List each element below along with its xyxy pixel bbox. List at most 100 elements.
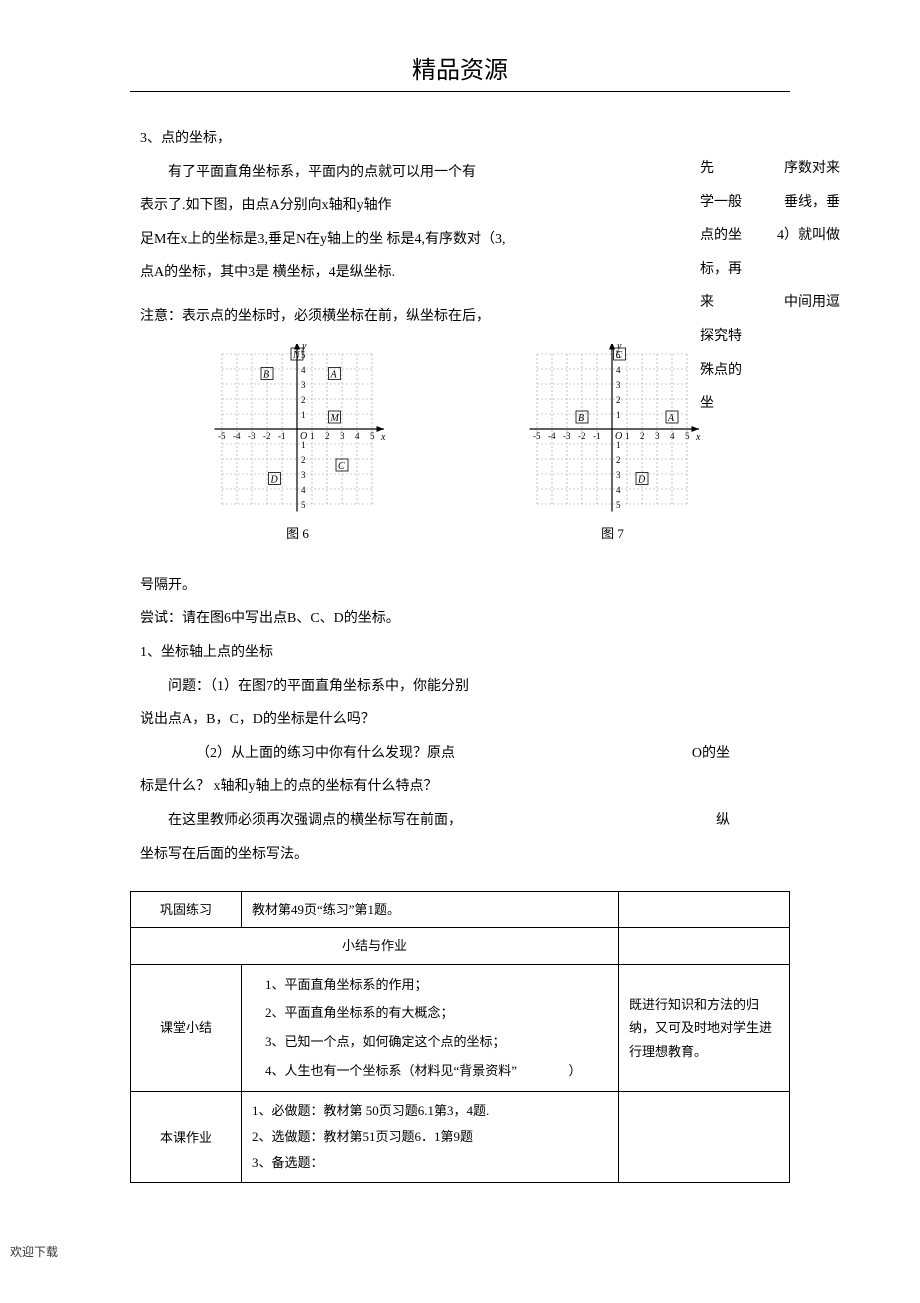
svg-text:C: C (338, 461, 345, 472)
svg-text:2: 2 (616, 455, 621, 465)
r5b: 中间用逗 (784, 286, 840, 320)
svg-text:O: O (300, 431, 307, 442)
hw-item-3: 3、备选题： (252, 1150, 608, 1176)
cell-empty2 (619, 928, 790, 964)
svg-text:x: x (380, 432, 386, 443)
figures-row: 1122334455-11-22-33-44-55OxyBNAMCD 图 6 1… (140, 344, 770, 549)
p15: 坐标写在后面的坐标写法。 (140, 838, 770, 872)
cell-summary-label: 课堂小结 (131, 964, 242, 1091)
svg-text:4: 4 (616, 485, 621, 495)
cell-hw-items: 1、必做题：教材第 50页习题6.1第3，4题. 2、选做题：教材第51页习题6… (242, 1092, 619, 1183)
fig6-svg: 1122334455-11-22-33-44-55OxyBNAMCD (205, 344, 390, 514)
r2a: 学一般 (700, 186, 742, 220)
svg-text:M: M (330, 413, 340, 424)
svg-text:D: D (637, 474, 646, 485)
svg-text:4: 4 (616, 365, 621, 375)
p12: （2）从上面的练习中你有什么发现？原点 (140, 737, 455, 771)
svg-text:x: x (695, 432, 701, 443)
svg-text:2: 2 (616, 395, 621, 405)
page-title: 精品资源 (130, 50, 790, 92)
svg-text:1: 1 (310, 431, 315, 441)
svg-text:2: 2 (640, 431, 645, 441)
p8: 尝试：请在图6中写出点B、C、D的坐标。 (140, 602, 770, 636)
svg-text:-4: -4 (548, 431, 556, 441)
svg-text:3: 3 (301, 380, 306, 390)
fig7-svg: 1122334455-11-22-33-44-55OxyCBAD (520, 344, 705, 514)
p2: 有了平面直角坐标系，平面内的点就可以用一个有 (140, 156, 770, 190)
table-row: 巩固练习 教材第49页“练习”第1题。 (131, 892, 790, 928)
svg-text:-3: -3 (563, 431, 571, 441)
svg-text:O: O (615, 431, 622, 442)
svg-text:-1: -1 (278, 431, 286, 441)
p5: 点A的坐标，其中3是 横坐标，4是纵坐标. (140, 256, 770, 290)
p4: 足M在x上的坐标是3,垂足N在y轴上的坐 标是4,有序数对（3, (140, 223, 770, 257)
p9: 1、坐标轴上点的坐标 (140, 636, 770, 670)
r4: 标，再 (700, 253, 840, 287)
summary-table: 巩固练习 教材第49页“练习”第1题。 小结与作业 课堂小结 1、平面直角坐标系… (130, 891, 790, 1183)
fig7-caption: 图 7 (520, 518, 705, 549)
figure-7: 1122334455-11-22-33-44-55OxyCBAD 图 7 (520, 344, 705, 549)
p1: 3、点的坐标， (140, 122, 770, 156)
svg-text:3: 3 (616, 470, 621, 480)
cell-practice-label: 巩固练习 (131, 892, 242, 928)
p7: 号隔开。 (140, 569, 770, 603)
cell-empty (619, 892, 790, 928)
svg-text:-5: -5 (533, 431, 541, 441)
svg-text:-2: -2 (578, 431, 586, 441)
svg-text:4: 4 (301, 485, 306, 495)
cell-hw-empty (619, 1092, 790, 1183)
p6: 注意：表示点的坐标时，必须横坐标在前，纵坐标在后， (140, 300, 770, 334)
svg-text:3: 3 (301, 470, 306, 480)
svg-text:4: 4 (355, 431, 360, 441)
table-row: 本课作业 1、必做题：教材第 50页习题6.1第3，4题. 2、选做题：教材第5… (131, 1092, 790, 1183)
svg-text:-4: -4 (233, 431, 241, 441)
r3a: 点的坐 (700, 219, 742, 253)
p13: 标是什么？ x轴和y轴上的点的坐标有什么特点？ (140, 770, 770, 804)
svg-text:5: 5 (616, 500, 621, 510)
cell-summary-items: 1、平面直角坐标系的作用； 2、平面直角坐标系的有大概念； 3、已知一个点，如何… (242, 964, 619, 1091)
svg-text:5: 5 (370, 431, 375, 441)
cell-summary-note: 既进行知识和方法的归纳，又可及时地对学生进行理想教育。 (619, 964, 790, 1091)
p12r: O的坐 (692, 737, 730, 771)
svg-text:-1: -1 (593, 431, 601, 441)
svg-text:D: D (270, 474, 279, 485)
cell-section-title: 小结与作业 (131, 928, 619, 964)
p14r: 纵 (716, 804, 730, 838)
svg-text:-2: -2 (263, 431, 271, 441)
svg-text:C: C (616, 350, 623, 361)
svg-text:3: 3 (616, 380, 621, 390)
table-row: 课堂小结 1、平面直角坐标系的作用； 2、平面直角坐标系的有大概念； 3、已知一… (131, 964, 790, 1091)
svg-text:3: 3 (340, 431, 345, 441)
svg-text:B: B (578, 413, 584, 424)
svg-text:2: 2 (325, 431, 330, 441)
svg-text:3: 3 (655, 431, 660, 441)
svg-text:1: 1 (625, 431, 630, 441)
r8: 坐 (700, 387, 840, 421)
figure-6: 1122334455-11-22-33-44-55OxyBNAMCD 图 6 (205, 344, 390, 549)
hw-item-1: 1、必做题：教材第 50页习题6.1第3，4题. (252, 1098, 608, 1124)
svg-text:N: N (292, 350, 301, 361)
r7: 殊点的 (700, 354, 840, 388)
svg-text:A: A (667, 413, 675, 424)
svg-text:-3: -3 (248, 431, 256, 441)
svg-text:5: 5 (301, 500, 306, 510)
r3b: 4）就叫做 (777, 219, 840, 253)
sum-item-4-tail: ） (588, 1057, 608, 1086)
p3: 表示了.如下图，由点A分别向x轴和y轴作 (140, 189, 770, 223)
sum-item-4: 4、人生也有一个坐标系（材料见“背景资料” (285, 1057, 518, 1086)
table-row: 小结与作业 (131, 928, 790, 964)
r5: 来 (700, 286, 714, 320)
r1a: 先 (700, 152, 714, 186)
svg-text:1: 1 (301, 410, 306, 420)
svg-text:B: B (263, 369, 269, 380)
svg-text:A: A (330, 369, 338, 380)
cell-practice-text: 教材第49页“练习”第1题。 (242, 892, 619, 928)
svg-text:1: 1 (616, 410, 621, 420)
margin-notes: 先序数对来 学一般垂线，垂 点的坐4）就叫做 标，再 来中间用逗 探究特 殊点的… (700, 152, 840, 421)
r2b: 垂线，垂 (784, 186, 840, 220)
p10: 问题：（1）在图7的平面直角坐标系中，你能分别 (140, 670, 770, 704)
svg-text:2: 2 (301, 395, 306, 405)
svg-text:5: 5 (685, 431, 690, 441)
hw-item-2: 2、选做题：教材第51页习题6．1第9题 (252, 1124, 608, 1150)
svg-text:-5: -5 (218, 431, 226, 441)
